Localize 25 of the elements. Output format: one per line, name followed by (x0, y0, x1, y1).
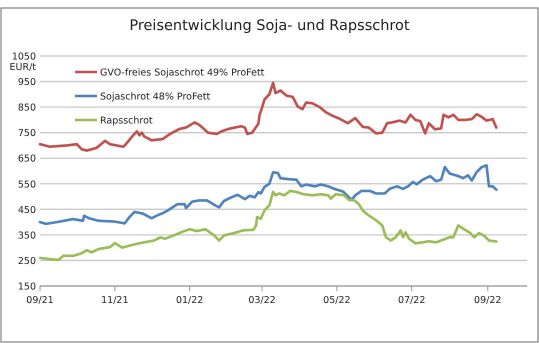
x-tick-label: 09/22 (474, 295, 502, 306)
y-tick-label: 650 (18, 154, 36, 165)
y-tick-label: 1050 (12, 52, 36, 62)
x-tick-label: 11/21 (101, 295, 129, 306)
line-series (38, 164, 498, 226)
y-tick-label: 950 (18, 77, 36, 88)
x-tick-label: 01/22 (176, 295, 204, 306)
legend-label: Sojaschrot 48% ProFett (100, 92, 210, 102)
legend-label: GVO-freies Sojaschrot 49% ProFett (100, 68, 265, 78)
y-tick-label: 150 (18, 282, 36, 292)
x-tick-label: 09/21 (26, 295, 54, 306)
line-series (38, 82, 498, 152)
x-tick-label: 03/22 (248, 295, 276, 306)
y-tick-label: 250 (18, 256, 36, 267)
y-tick-label: 750 (18, 128, 36, 140)
y-tick-label: 350 (18, 230, 36, 242)
legend-label: Rapsschrot (100, 116, 153, 126)
line-series (38, 190, 498, 262)
y-tick-label: 550 (18, 179, 36, 190)
y-tick-label: 450 (18, 204, 36, 216)
chart-title: Preisentwicklung Soja- und Rapsschrot (129, 18, 410, 34)
y-axis-title: EUR/t (10, 62, 36, 73)
x-tick-label: 07/22 (398, 295, 426, 306)
x-tick-label: 05/22 (323, 295, 351, 306)
y-tick-label: 850 (18, 102, 36, 114)
